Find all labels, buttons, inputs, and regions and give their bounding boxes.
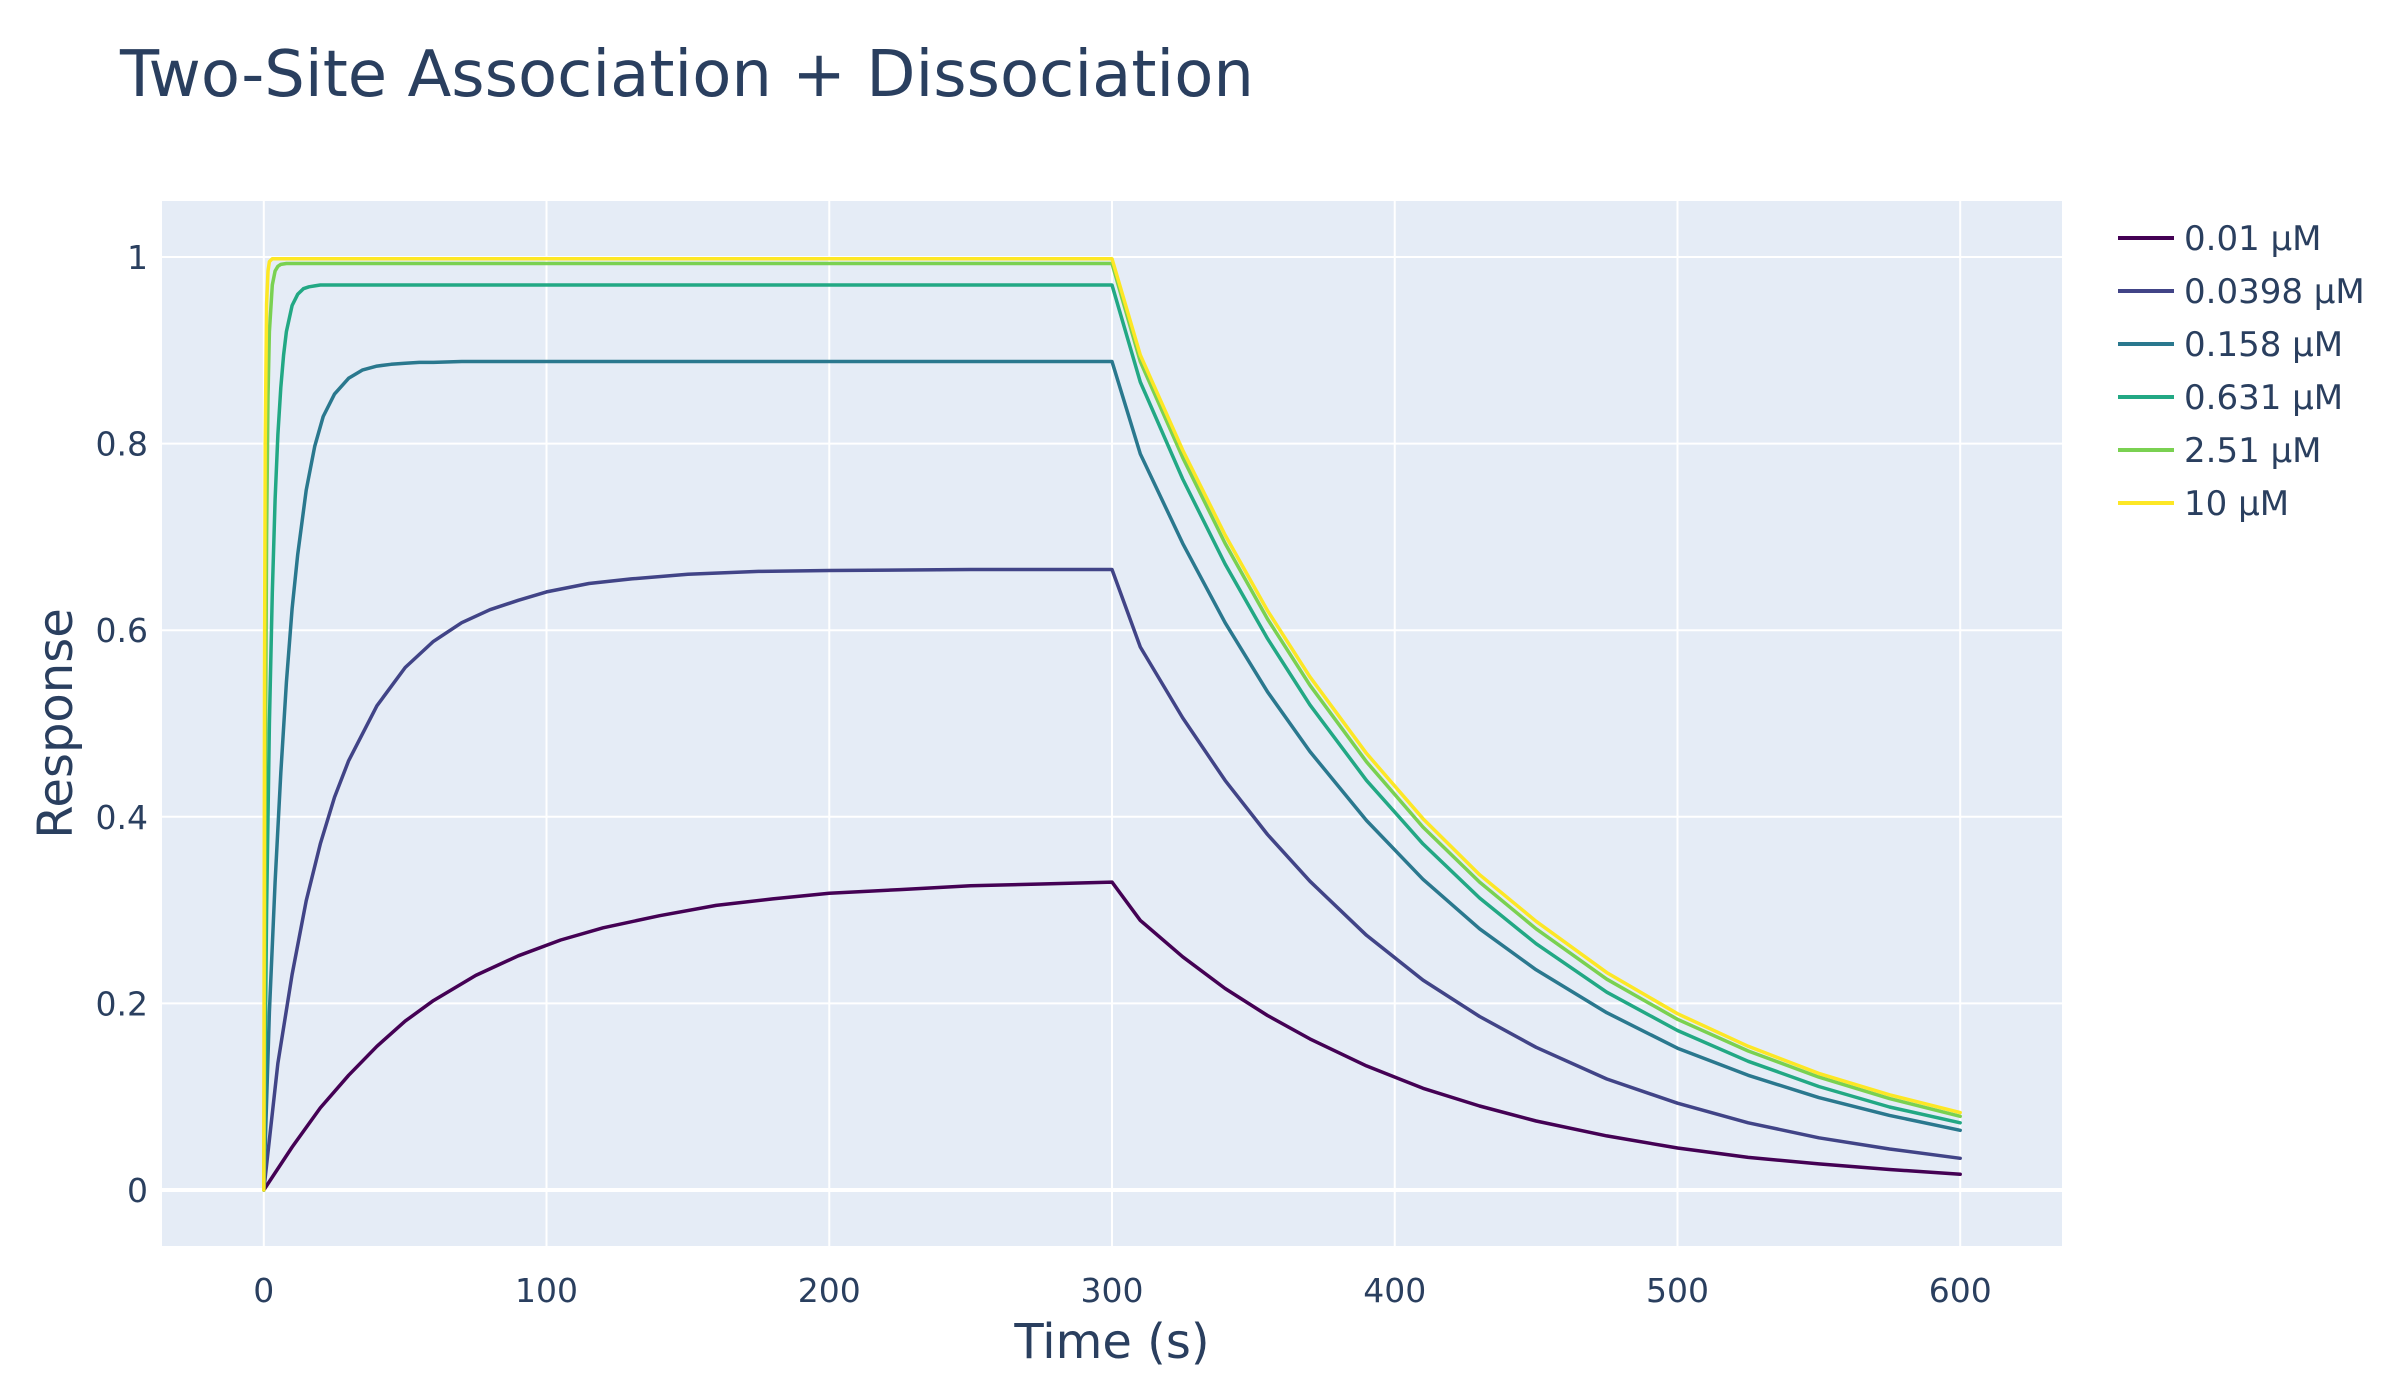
y-tick-label: 1 [127, 238, 148, 277]
y-tick-label: 0.8 [96, 425, 148, 464]
x-tick-label: 200 [798, 1271, 861, 1310]
series-line-2 [262, 359, 1962, 1192]
legend-item-3[interactable]: 0.631 µM [2118, 378, 2343, 418]
x-tick-label: 500 [1646, 1271, 1709, 1310]
legend-label: 2.51 µM [2184, 431, 2321, 471]
x-tick-label: 100 [515, 1271, 578, 1310]
x-tick-label: 600 [1929, 1271, 1992, 1310]
y-tick-label: 0.2 [96, 984, 148, 1023]
legend-item-0[interactable]: 0.01 µM [2118, 219, 2321, 259]
legend-label: 0.158 µM [2184, 325, 2343, 365]
gridlines [162, 201, 2062, 1246]
legend-item-4[interactable]: 2.51 µM [2118, 431, 2321, 471]
legend-item-5[interactable]: 10 µM [2118, 484, 2289, 524]
legend-label: 0.631 µM [2184, 378, 2343, 418]
x-tick-label: 0 [253, 1271, 274, 1310]
y-axis-title: Response [28, 608, 84, 839]
series-line-1 [262, 567, 1962, 1192]
legend-label: 0.0398 µM [2184, 272, 2365, 312]
legend-label: 10 µM [2184, 484, 2289, 524]
series-lines [262, 257, 1962, 1192]
chart-title: Two-Site Association + Dissociation [120, 38, 1254, 112]
y-tick-label: 0 [127, 1171, 148, 1210]
series-line-4 [262, 261, 1962, 1192]
y-tick-label: 0.6 [96, 611, 148, 650]
x-tick-label: 400 [1363, 1271, 1426, 1310]
legend[interactable]: 0.01 µM 0.0398 µM 0.158 µM 0.631 µM 2.51 µM 1… [2118, 219, 2365, 524]
tick-labels: 0 100 200 300 400 500 600 0 0.2 0.4 0.6 0.8 1 [96, 238, 1992, 1310]
series-line-0 [262, 880, 1962, 1192]
legend-item-2[interactable]: 0.158 µM [2118, 325, 2343, 365]
series-line-5 [262, 257, 1962, 1192]
series-line-3 [262, 283, 1962, 1192]
legend-label: 0.01 µM [2184, 219, 2321, 259]
x-axis-title: Time (s) [1013, 1314, 1209, 1370]
legend-item-1[interactable]: 0.0398 µM [2118, 272, 2365, 312]
x-tick-label: 300 [1081, 1271, 1144, 1310]
y-tick-label: 0.4 [96, 798, 148, 837]
